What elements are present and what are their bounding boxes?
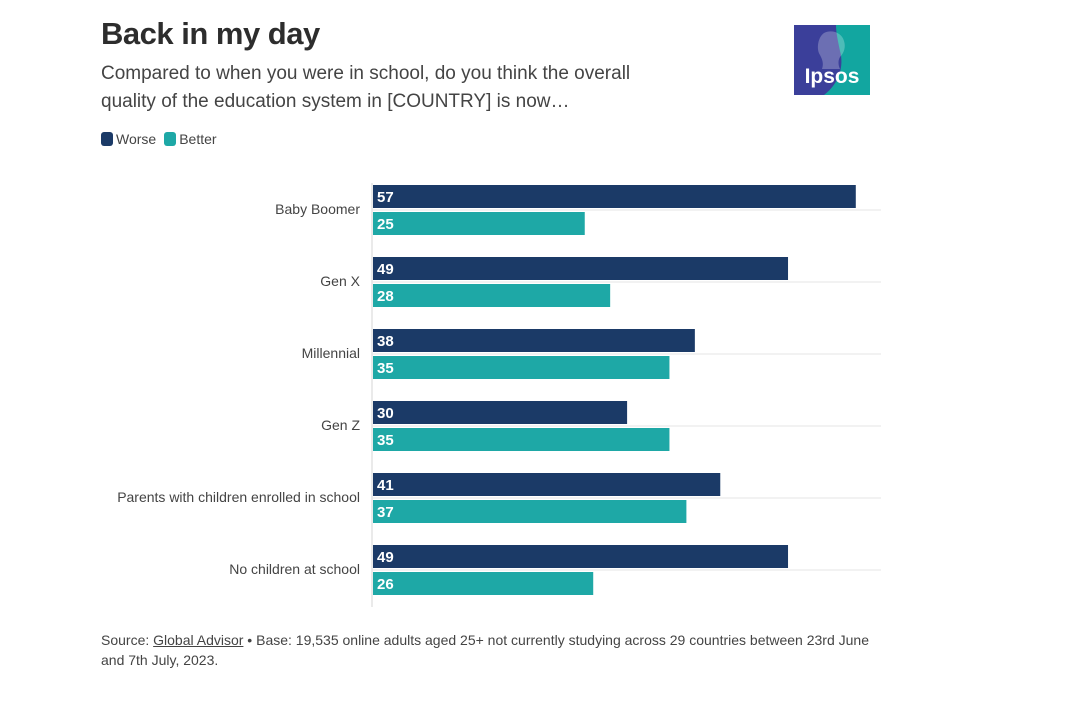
bar-better-gen-x [373,284,611,307]
bar-worse-baby-boomer [373,185,856,208]
source-rest: • Base: 19,535 online adults aged 25+ no… [101,632,870,668]
category-label-gen-x: Gen X [320,273,360,289]
chart-title: Back in my day [101,16,320,51]
chart-subtitle: Compared to when you were in school, do … [101,63,631,112]
bar-better-millennial [373,356,670,379]
value-label-worse-baby-boomer: 57 [377,189,394,206]
value-label-better-gen-z: 35 [377,432,394,449]
legend-label-better: Better [179,131,217,147]
value-label-worse-no-children-at-school: 49 [377,549,394,566]
bar-better-parents-with-children-enrolled-in-school [373,500,687,523]
value-label-better-gen-x: 28 [377,288,394,305]
source-prefix: Source: [101,632,154,648]
legend-item-better[interactable]: Better [164,131,217,147]
bar-chart: Baby Boomer 57 25 Gen X 49 28 Millennial 38 35 Ge… [117,183,881,607]
category-label-gen-z: Gen Z [321,417,360,433]
ipsos-logo-icon: Ipsos [794,25,870,95]
legend-swatch-worse [101,132,113,146]
category-label-no-children-at-school: No children at school [229,561,360,577]
value-label-worse-gen-x: 49 [377,261,394,278]
legend-item-worse[interactable]: Worse [101,131,156,147]
logo-text: Ipsos [805,65,860,88]
value-label-better-no-children-at-school: 26 [377,576,394,593]
category-label-millennial: Millennial [302,345,360,361]
bar-worse-gen-x [373,257,789,280]
legend-swatch-better [164,132,177,146]
bar-worse-millennial [373,329,695,352]
legend-label-worse: Worse [116,131,157,147]
bar-better-baby-boomer [373,212,585,235]
value-label-better-baby-boomer: 25 [377,216,394,233]
source-link[interactable]: Global Advisor [153,632,244,648]
category-label-baby-boomer: Baby Boomer [275,201,360,217]
legend: Worse Better [101,131,217,147]
value-label-better-parents-with-children-enrolled-in-school: 37 [377,504,394,521]
value-label-worse-millennial: 38 [377,333,394,350]
value-label-better-millennial: 35 [377,360,394,377]
bar-better-no-children-at-school [373,572,594,595]
value-label-worse-parents-with-children-enrolled-in-school: 41 [377,477,394,494]
bar-worse-gen-z [373,401,628,424]
bar-worse-no-children-at-school [373,545,789,568]
value-label-worse-gen-z: 30 [377,405,394,422]
category-label-parents-with-children-enrolled-in-school: Parents with children enrolled in school [117,489,360,505]
bar-worse-parents-with-children-enrolled-in-school [373,473,721,496]
bar-better-gen-z [373,428,670,451]
source-note: Source: Global Advisor • Base: 19,535 on… [101,630,891,670]
